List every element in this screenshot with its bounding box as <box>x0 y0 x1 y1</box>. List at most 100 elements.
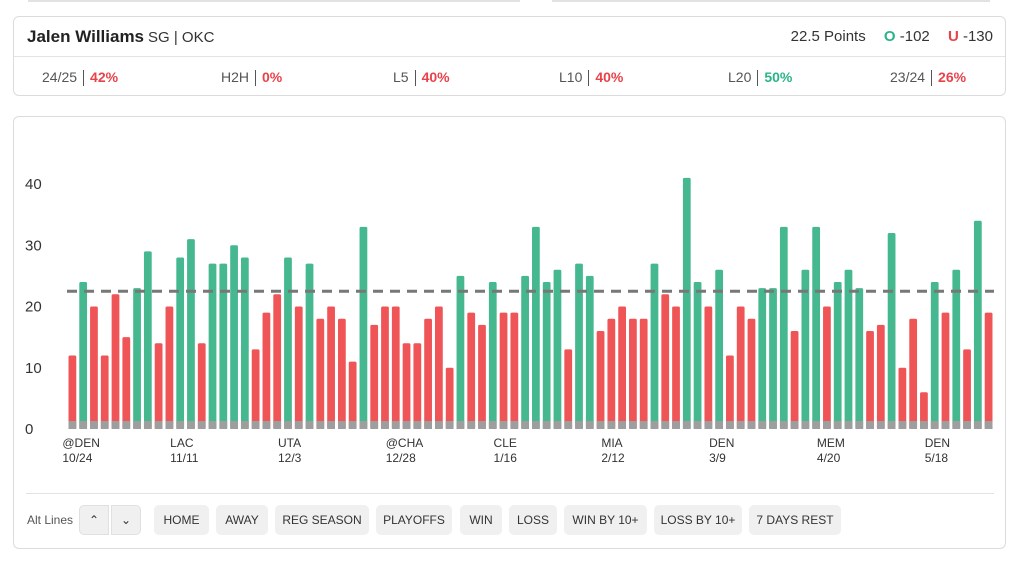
stat-l10[interactable]: L10 40% <box>559 69 623 87</box>
alt-line-down-button[interactable]: ⌄ <box>111 505 141 535</box>
stat-h2h[interactable]: H2H 0% <box>221 69 282 87</box>
game-bar[interactable] <box>337 318 346 429</box>
game-bar[interactable] <box>208 263 217 429</box>
game-bar[interactable] <box>758 288 767 429</box>
game-bar[interactable] <box>111 294 120 429</box>
game-bar[interactable] <box>855 288 864 429</box>
game-bar[interactable] <box>736 306 745 430</box>
game-bar[interactable] <box>930 282 939 429</box>
game-bar[interactable] <box>618 306 627 430</box>
game-bar[interactable] <box>812 226 821 429</box>
filter-loss[interactable]: LOSS <box>509 505 557 535</box>
game-bar[interactable] <box>478 324 486 429</box>
game-bar[interactable] <box>219 263 228 429</box>
over-odds[interactable]: -102 <box>899 28 930 45</box>
game-bar[interactable] <box>920 392 928 429</box>
under-label[interactable]: U <box>947 28 959 45</box>
game-bar[interactable] <box>790 331 799 429</box>
game-bar[interactable] <box>973 220 982 429</box>
game-bar[interactable] <box>187 239 195 429</box>
game-bar[interactable] <box>240 257 249 430</box>
game-bar[interactable] <box>963 349 971 429</box>
game-bar[interactable] <box>402 343 411 429</box>
game-bar[interactable] <box>79 282 88 429</box>
game-bar[interactable] <box>133 288 141 429</box>
game-bar[interactable] <box>381 306 389 430</box>
filter-7-days-rest[interactable]: 7 DAYS REST <box>749 505 841 535</box>
game-bar[interactable] <box>833 282 842 429</box>
stat-season[interactable]: 24/25 42% <box>42 69 118 87</box>
alt-line-up-button[interactable]: ⌃ <box>79 505 109 535</box>
game-bar[interactable] <box>984 312 993 429</box>
game-bar[interactable] <box>909 318 918 429</box>
game-bar[interactable] <box>726 355 734 430</box>
stat-last-season[interactable]: 23/24 26% <box>890 69 966 87</box>
game-bar[interactable] <box>521 275 529 429</box>
game-bar[interactable] <box>154 343 163 429</box>
game-bar[interactable] <box>262 312 271 429</box>
game-bar[interactable] <box>434 306 443 430</box>
game-bar[interactable] <box>68 355 77 430</box>
game-bar[interactable] <box>445 367 454 429</box>
game-bar[interactable] <box>682 177 691 429</box>
filter-win[interactable]: WIN <box>460 505 502 535</box>
game-bar[interactable] <box>348 361 357 429</box>
game-bar[interactable] <box>801 269 810 429</box>
game-bar[interactable] <box>650 263 659 429</box>
game-bar[interactable] <box>510 312 519 429</box>
game-bar[interactable] <box>672 306 680 430</box>
game-bar[interactable] <box>499 312 508 429</box>
game-bar[interactable] <box>424 318 432 429</box>
game-bar[interactable] <box>294 306 303 430</box>
game-bar[interactable] <box>284 257 292 430</box>
game-bar[interactable] <box>143 251 152 429</box>
game-bar[interactable] <box>575 263 583 429</box>
filter-reg-season[interactable]: REG SEASON <box>275 505 369 535</box>
game-bar[interactable] <box>769 288 777 429</box>
game-bar[interactable] <box>607 318 616 429</box>
game-bar[interactable] <box>661 294 670 429</box>
over-label[interactable]: O <box>883 28 896 45</box>
game-bar[interactable] <box>532 226 540 429</box>
player-name[interactable]: Jalen Williams SG | OKC <box>27 27 214 47</box>
stat-l5[interactable]: L5 40% <box>393 69 450 87</box>
game-bar[interactable] <box>316 318 325 429</box>
game-bar[interactable] <box>542 282 551 429</box>
stat-l20[interactable]: L20 50% <box>728 69 792 87</box>
game-bar[interactable] <box>747 318 756 429</box>
game-bar[interactable] <box>456 275 465 429</box>
game-bar[interactable] <box>596 331 605 429</box>
game-bar[interactable] <box>779 226 788 429</box>
game-bar[interactable] <box>230 245 238 429</box>
game-bar[interactable] <box>629 318 637 429</box>
game-bar[interactable] <box>876 324 885 429</box>
game-bar[interactable] <box>553 269 562 429</box>
game-bar[interactable] <box>370 324 379 429</box>
game-bar[interactable] <box>467 312 476 429</box>
game-bar[interactable] <box>823 306 831 430</box>
game-bar[interactable] <box>122 337 131 429</box>
game-bar[interactable] <box>90 306 98 430</box>
game-bar[interactable] <box>197 343 206 429</box>
under-odds[interactable]: -130 <box>962 28 993 45</box>
game-bar[interactable] <box>941 312 950 429</box>
game-bar[interactable] <box>704 306 713 430</box>
game-bar[interactable] <box>844 269 853 429</box>
game-bar[interactable] <box>413 343 422 429</box>
game-bar[interactable] <box>251 349 260 429</box>
filter-home[interactable]: HOME <box>154 505 209 535</box>
game-bar[interactable] <box>359 226 368 429</box>
game-bar[interactable] <box>488 282 497 429</box>
game-bar[interactable] <box>715 269 724 429</box>
game-bar[interactable] <box>866 331 874 429</box>
game-bar[interactable] <box>273 294 282 429</box>
game-bar[interactable] <box>176 257 185 430</box>
game-bar[interactable] <box>898 367 907 429</box>
filter-away[interactable]: AWAY <box>216 505 268 535</box>
filter-loss-by-10[interactable]: LOSS BY 10+ <box>654 505 742 535</box>
game-bar[interactable] <box>887 233 896 429</box>
filter-playoffs[interactable]: PLAYOFFS <box>376 505 452 535</box>
filter-win-by-10[interactable]: WIN BY 10+ <box>564 505 647 535</box>
game-bar[interactable] <box>100 355 109 430</box>
game-bar[interactable] <box>585 275 594 429</box>
